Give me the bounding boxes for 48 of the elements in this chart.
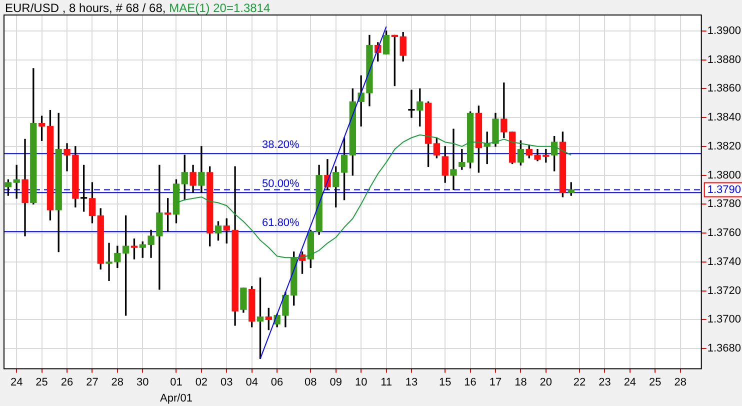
- x-tick-label: 27: [86, 376, 98, 388]
- annotation: 50.00%: [262, 178, 300, 190]
- x-tick-label: 28: [674, 376, 686, 388]
- x-tick-label: 24: [10, 376, 23, 388]
- y-tick-label: 1.3720: [707, 284, 742, 297]
- chart-title: EUR/USD , 8 hours, # 68 / 68,: [5, 1, 166, 15]
- candlestick: [22, 138, 28, 236]
- x-tick-label: 11: [380, 376, 392, 388]
- x-tick-label: 15: [438, 376, 452, 388]
- x-tick-label: 30: [136, 376, 149, 388]
- ref-line-label: 1.3790: [707, 184, 742, 196]
- x-tick-label: 23: [598, 376, 611, 388]
- y-tick-label: 1.3780: [707, 198, 742, 210]
- candlestick: [450, 128, 457, 190]
- annotation: 61.80%: [262, 217, 300, 230]
- y-tick-label: 1.3900: [707, 24, 742, 37]
- text: MAE(1) 20=1.3814: [169, 1, 270, 15]
- annotation: 38.20%: [262, 139, 300, 152]
- y-tick-label: 1.3760: [707, 227, 742, 240]
- y-tick-label: 1.3880: [707, 54, 742, 66]
- x-tick-label: 01: [170, 376, 182, 388]
- x-tick-label: 20: [540, 376, 552, 388]
- x-tick-label: 08: [304, 376, 317, 388]
- x-tick-label: 25: [36, 376, 48, 388]
- x-tick-label: 04: [246, 376, 258, 388]
- y-tick-label: 1.3860: [707, 82, 742, 95]
- y-tick-label: 1.3700: [707, 314, 742, 326]
- x-tick-label: 18: [514, 376, 527, 388]
- x-tick-label: 13: [405, 376, 418, 388]
- text: Apr/01: [160, 392, 192, 404]
- y-tick-label: 1.3820: [707, 140, 742, 152]
- x-tick-label: 25: [649, 376, 662, 388]
- x-tick-label: 26: [60, 376, 74, 388]
- x-tick-label: 10: [354, 376, 368, 388]
- x-tick-label: 06: [270, 376, 284, 388]
- x-tick-label: 28: [111, 376, 124, 388]
- y-tick-label: 1.3840: [707, 112, 742, 124]
- x-tick-label: 16: [464, 376, 476, 388]
- x-tick-label: 17: [489, 376, 502, 388]
- x-tick-label: 22: [573, 376, 586, 388]
- x-tick-label: 24: [624, 376, 636, 388]
- x-tick-label: 09: [330, 376, 342, 388]
- candlestick: [408, 90, 415, 118]
- x-tick-label: 03: [220, 376, 233, 388]
- y-tick-label: 1.3740: [707, 256, 742, 268]
- y-tick-label: 1.3680: [707, 342, 742, 355]
- y-tick-label: 1.3800: [707, 169, 742, 182]
- x-tick-label: 02: [195, 376, 208, 388]
